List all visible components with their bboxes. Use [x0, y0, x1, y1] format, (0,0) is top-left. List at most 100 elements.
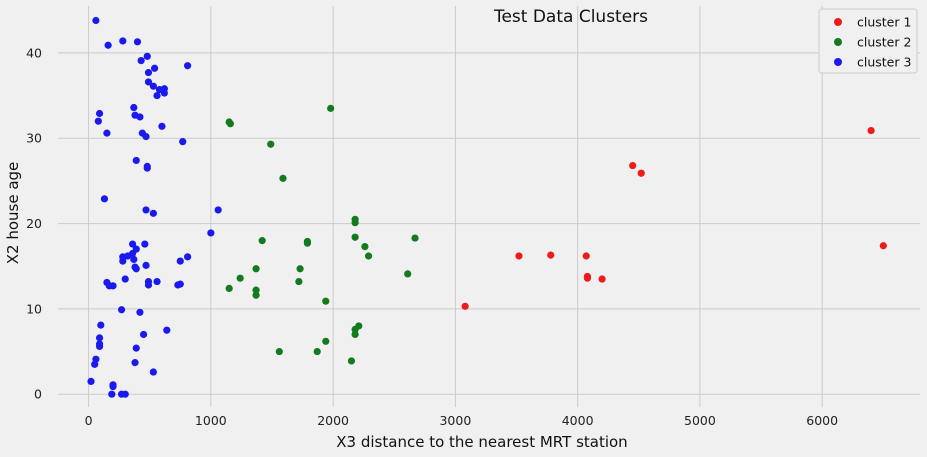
data-point — [461, 302, 469, 310]
data-point — [97, 321, 105, 329]
series-1 — [461, 126, 887, 310]
y-tick-label: 30 — [26, 131, 42, 146]
data-point — [142, 261, 150, 269]
data-point — [867, 126, 875, 135]
x-tick-label: 6000 — [806, 413, 838, 428]
data-point — [351, 330, 359, 339]
data-point — [144, 78, 153, 86]
data-point — [149, 82, 157, 90]
data-point — [103, 129, 111, 137]
legend-label: cluster 3 — [857, 55, 911, 70]
x-tick-label: 1000 — [195, 413, 227, 428]
data-point — [128, 240, 137, 248]
data-point — [361, 243, 369, 251]
data-point — [322, 297, 330, 305]
data-point — [109, 382, 117, 391]
data-point — [132, 156, 140, 165]
data-point — [121, 390, 129, 398]
data-point — [252, 291, 260, 299]
data-point — [119, 257, 127, 265]
data-point — [275, 347, 283, 356]
legend-marker — [834, 38, 842, 46]
data-point — [136, 113, 144, 121]
data-point — [119, 37, 127, 45]
x-tick-label: 2000 — [317, 413, 349, 428]
data-point — [132, 344, 140, 352]
data-point — [141, 240, 149, 248]
x-tick-label: 0 — [85, 413, 93, 428]
data-point — [137, 57, 145, 65]
data-point — [226, 120, 234, 128]
data-point — [163, 326, 171, 334]
data-point — [637, 169, 645, 177]
data-point — [176, 257, 184, 265]
data-point — [184, 253, 192, 261]
data-point — [160, 89, 168, 97]
data-point — [547, 251, 555, 259]
legend-label: cluster 1 — [857, 15, 911, 30]
data-point — [214, 206, 222, 214]
series-2 — [225, 104, 419, 365]
x-tick-label: 4000 — [562, 413, 594, 428]
data-point — [136, 308, 144, 316]
data-point — [108, 390, 116, 398]
legend-marker — [834, 58, 842, 66]
y-tick-label: 40 — [26, 45, 42, 60]
chart-title: Test Data Clusters — [493, 7, 648, 27]
data-point — [144, 68, 153, 77]
x-tick-labels: 0 1000 2000 3000 4000 5000 6000 — [85, 413, 839, 428]
data-point — [176, 280, 184, 288]
data-point — [351, 233, 359, 241]
data-point — [95, 109, 104, 118]
y-tick-labels: 0 10 20 30 40 — [26, 45, 42, 401]
data-point — [104, 41, 112, 49]
y-tick-label: 0 — [34, 387, 42, 402]
data-point — [236, 274, 244, 282]
data-point — [153, 91, 161, 100]
data-point — [355, 322, 363, 330]
data-point — [515, 252, 523, 260]
data-point — [351, 219, 359, 227]
data-point — [629, 161, 637, 170]
y-tick-label: 20 — [26, 216, 42, 231]
data-point — [296, 265, 304, 273]
legend: cluster 1 cluster 2 cluster 3 — [818, 8, 918, 74]
data-point — [109, 282, 117, 290]
data-point — [404, 270, 412, 278]
data-points — [87, 16, 887, 398]
data-point — [149, 368, 157, 376]
series-3 — [87, 16, 222, 398]
data-point — [91, 360, 99, 368]
data-point — [322, 337, 330, 345]
plot-area — [58, 6, 920, 407]
data-point — [364, 252, 373, 260]
data-point — [139, 330, 148, 339]
data-point — [598, 275, 606, 283]
legend-marker — [834, 18, 842, 26]
data-point — [100, 195, 109, 203]
x-tick-label: 3000 — [439, 413, 471, 428]
x-tick-label: 5000 — [684, 413, 716, 428]
grid-lines — [58, 6, 920, 407]
data-point — [143, 164, 151, 172]
data-point — [252, 265, 260, 273]
data-point — [411, 234, 419, 242]
data-point — [121, 275, 129, 283]
data-point — [313, 347, 321, 356]
data-point — [225, 284, 233, 293]
data-point — [95, 342, 104, 351]
data-point — [131, 359, 139, 367]
data-point — [347, 357, 356, 365]
data-point — [149, 209, 157, 217]
data-point — [133, 38, 142, 46]
legend-box — [818, 8, 918, 74]
data-point — [143, 52, 151, 60]
y-axis-title: X2 house age — [4, 162, 22, 265]
data-point — [94, 117, 102, 125]
data-point — [295, 277, 303, 286]
data-point — [327, 104, 335, 112]
data-point — [92, 16, 100, 25]
data-point — [252, 286, 260, 294]
data-point — [117, 306, 126, 314]
